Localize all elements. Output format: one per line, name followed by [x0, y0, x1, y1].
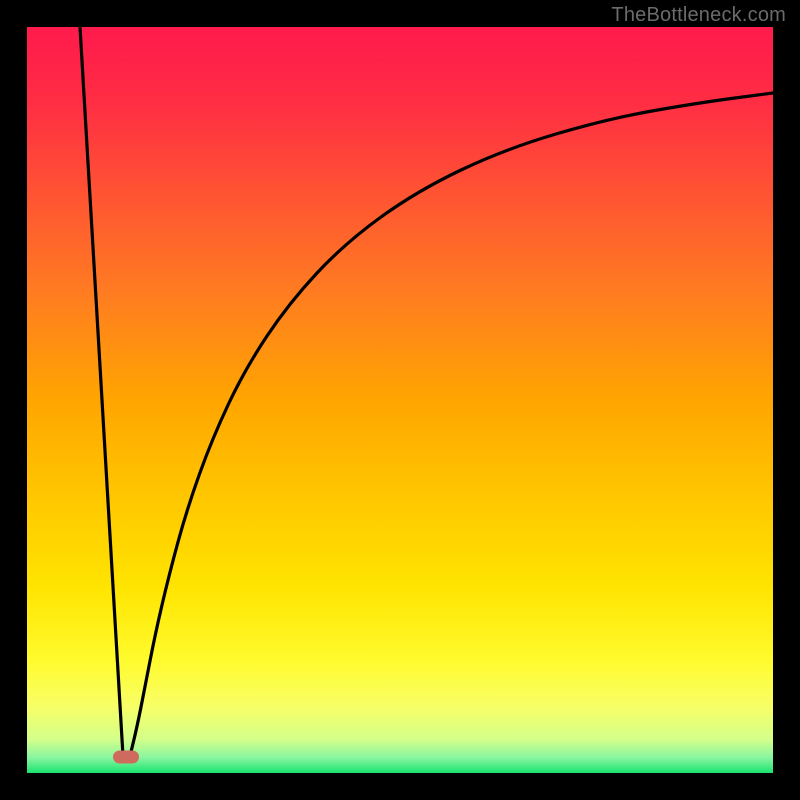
plot-area — [27, 27, 773, 773]
chart-root: { "canvas": { "width": 800, "height": 80… — [0, 0, 800, 800]
minimum-marker — [113, 751, 139, 764]
chart-svg — [27, 27, 773, 773]
bottleneck-curve — [80, 27, 773, 756]
watermark-text: TheBottleneck.com — [611, 4, 786, 27]
